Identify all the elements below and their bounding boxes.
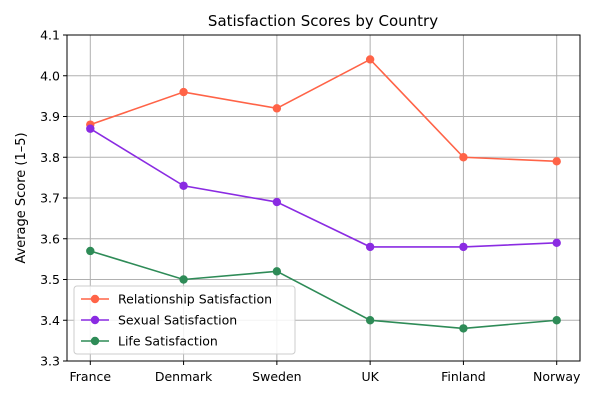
legend-label: Relationship Satisfaction (118, 292, 272, 307)
data-point (552, 238, 561, 248)
data-point (365, 55, 375, 64)
data-point (459, 242, 468, 252)
data-point (365, 316, 375, 325)
grid-lines (67, 34, 580, 362)
x-tick-label: Sweden (252, 369, 301, 384)
x-tick-label: France (70, 369, 112, 384)
y-tick-label: 3.7 (40, 191, 60, 206)
series-line (89, 128, 557, 248)
legend-swatch-marker (90, 294, 100, 304)
data-point (179, 181, 188, 190)
legend-item: Relationship Satisfaction (81, 292, 272, 307)
y-tick-label: 3.8 (40, 150, 60, 165)
y-tick-label: 3.3 (40, 354, 60, 369)
data-point (86, 246, 95, 256)
data-point (179, 87, 188, 97)
legend-box (73, 285, 296, 355)
data-point (552, 157, 561, 166)
y-tick-label: 3.6 (40, 231, 60, 246)
data-point (272, 197, 282, 207)
plot-frame (66, 34, 581, 362)
legend-label: Life Satisfaction (118, 334, 218, 349)
series-3 (86, 246, 561, 333)
data-point (272, 267, 282, 276)
y-tick-label: 4.1 (40, 28, 60, 43)
y-tick-label: 4.0 (40, 68, 60, 83)
chart-title: Satisfaction Scores by Country (208, 12, 438, 30)
series-2 (86, 124, 561, 252)
legend-swatch-marker (90, 336, 100, 346)
series-line (90, 250, 557, 330)
legend-swatch-marker (90, 315, 100, 325)
legend-item: Life Satisfaction (81, 334, 218, 349)
y-tick-label: 3.9 (40, 109, 60, 124)
data-point (552, 316, 561, 325)
data-point (459, 153, 468, 162)
y-tick-label: 3.4 (40, 313, 60, 328)
y-axis-label: Average Score (1–5) (14, 132, 29, 263)
legend-label: Sexual Satisfaction (118, 313, 237, 328)
data-point (459, 324, 468, 333)
data-point (179, 275, 188, 284)
x-tick-label: Norway (533, 369, 581, 384)
data-point (272, 104, 282, 113)
data-point (365, 242, 375, 252)
series-line (90, 58, 557, 163)
y-tick-label: 3.5 (40, 272, 60, 287)
axis-ticks: France Denmark Sweden UK Finland Norway 3.3 3.4… (40, 28, 581, 385)
series-1 (86, 55, 561, 166)
legend: Relationship Satisfaction Sexual Satisfac… (73, 285, 296, 355)
legend-item: Sexual Satisfaction (81, 313, 237, 328)
x-tick-label: Finland (441, 369, 486, 384)
x-tick-label: UK (361, 369, 379, 384)
x-tick-label: Denmark (155, 369, 213, 384)
data-point (86, 124, 95, 133)
